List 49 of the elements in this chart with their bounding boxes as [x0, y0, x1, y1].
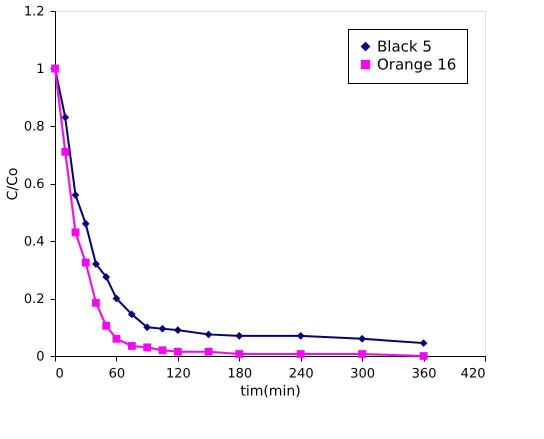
point: [92, 260, 100, 268]
x-tick-label: 360: [412, 366, 436, 382]
x-tick-label: 120: [166, 366, 191, 382]
legend-label: Orange 16: [377, 56, 456, 74]
point: [102, 273, 110, 281]
point: [128, 342, 136, 350]
point: [82, 258, 90, 266]
point: [420, 352, 428, 360]
x-axis-title: tim(min): [240, 384, 301, 400]
point: [82, 220, 90, 228]
y-axis-title: C/Co: [4, 168, 21, 200]
point: [204, 348, 212, 356]
y-tick-label: 1.2: [24, 4, 44, 20]
point: [92, 298, 100, 307]
point: [61, 114, 70, 122]
point: [235, 332, 244, 340]
x-tick-label: 0: [56, 366, 64, 382]
y-tick-label: 0.6: [24, 177, 44, 192]
point: [204, 330, 212, 338]
x-tick-label: 240: [288, 366, 314, 382]
y-tick-label: 0.8: [24, 120, 44, 134]
x-tick-label: 180: [227, 366, 252, 382]
legend-label: Black 5: [377, 38, 432, 56]
point: [112, 334, 120, 343]
point: [174, 326, 182, 334]
point: [112, 294, 120, 302]
point: [420, 339, 428, 347]
point: [143, 344, 152, 352]
point: [158, 346, 166, 354]
x-tick-label: 60: [108, 366, 126, 382]
point: [235, 350, 244, 358]
point: [296, 350, 305, 358]
point: [61, 148, 70, 156]
point: [296, 332, 305, 340]
point: [143, 323, 152, 332]
point: [358, 350, 366, 358]
y-tick-label: 0.4: [24, 234, 44, 250]
point: [158, 324, 166, 333]
point: [358, 334, 366, 343]
y-tick-label: 0.2: [24, 292, 44, 307]
point: [72, 228, 80, 236]
point: [72, 191, 80, 199]
x-tick-label: 420: [460, 366, 486, 382]
point: [128, 310, 136, 318]
point: [102, 322, 110, 330]
y-tick-label: 0: [36, 350, 44, 364]
y-tick-label: 1: [36, 62, 44, 77]
x-tick-label: 300: [350, 366, 376, 382]
point: [174, 348, 182, 356]
